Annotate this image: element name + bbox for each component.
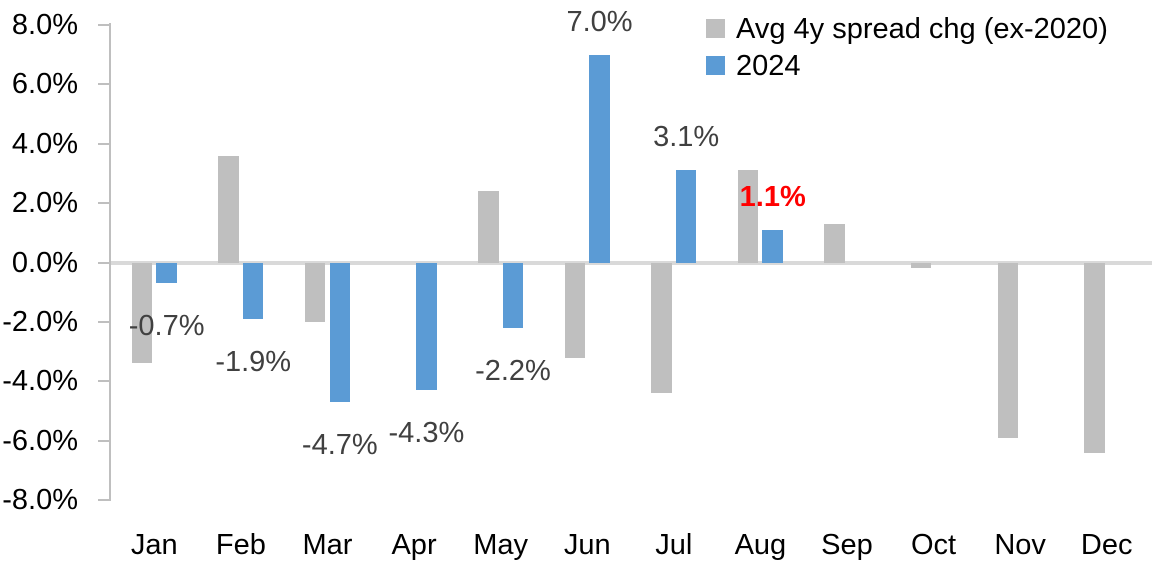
y-axis-tick <box>98 142 110 145</box>
bar-may-avg-4y <box>478 191 499 263</box>
x-axis-label-sep: Sep <box>821 529 873 561</box>
bar-aug-avg-4y <box>737 170 759 263</box>
x-axis-label-feb: Feb <box>215 529 266 561</box>
x-axis-label-may: May <box>473 529 529 561</box>
y-axis-tick-label: 4.0% <box>11 127 78 160</box>
data-label-may: -2.2% <box>475 354 551 387</box>
bar-dec-avg-4y <box>1084 262 1105 453</box>
legend-swatch-avg-4y-spread-icon <box>706 19 725 38</box>
bar-nov-avg-4y <box>997 262 1019 438</box>
bar-jul-avg-4y <box>651 262 672 394</box>
y-axis-tick-label: 6.0% <box>11 68 78 101</box>
y-axis-tick <box>98 499 110 501</box>
bar-aug-2024 <box>762 229 783 263</box>
y-axis-tick-label: 2.0% <box>11 187 78 220</box>
y-axis-tick <box>98 83 110 86</box>
data-label-jan: -0.7% <box>128 310 205 343</box>
bar-sep-avg-4y <box>824 223 845 263</box>
bar-may-2024 <box>502 262 524 328</box>
bar-jun-2024 <box>589 54 610 263</box>
y-axis-tick-label: -4.0% <box>2 365 78 398</box>
x-axis-label-jul: Jul <box>655 529 693 561</box>
y-axis-line <box>109 23 111 501</box>
y-axis-tick <box>98 261 110 264</box>
bar-mar-2024 <box>329 262 351 403</box>
x-axis-label-oct: Oct <box>910 529 957 561</box>
y-axis-tick-label: -2.0% <box>2 305 78 338</box>
data-label-aug: 1.1% <box>739 180 806 213</box>
y-axis-tick <box>98 24 110 26</box>
bar-feb-2024 <box>242 262 264 319</box>
legend-label-avg-4y-spread: Avg 4y spread chg (ex-2020) <box>736 12 1108 45</box>
y-axis-tick <box>98 320 110 323</box>
y-axis-tick-label: 8.0% <box>11 9 78 41</box>
data-label-feb: -1.9% <box>215 345 292 378</box>
x-axis-label-apr: Apr <box>391 529 437 561</box>
data-label-mar: -4.7% <box>301 429 378 462</box>
x-axis-label-aug: Aug <box>734 529 787 561</box>
zero-gridline <box>111 260 1152 265</box>
y-axis-tick-label: -8.0% <box>2 484 78 516</box>
y-axis-tick-label: -6.0% <box>2 424 78 457</box>
data-label-jun: 7.0% <box>566 5 633 38</box>
y-axis-tick <box>98 380 110 383</box>
bar-jan-avg-4y <box>131 262 153 364</box>
legend-label-2024: 2024 <box>736 49 801 82</box>
data-label-jul: 3.1% <box>653 121 720 154</box>
legend-item-2024: 2024 <box>706 47 1108 84</box>
legend-swatch-2024-icon <box>706 56 725 75</box>
y-axis-tick <box>98 439 110 442</box>
bar-feb-avg-4y <box>218 155 239 263</box>
data-label-apr: -4.3% <box>388 417 465 450</box>
bar-jul-2024 <box>675 170 697 263</box>
x-axis-label-mar: Mar <box>302 529 353 561</box>
legend: Avg 4y spread chg (ex-2020) 2024 <box>706 10 1108 84</box>
bar-mar-avg-4y <box>304 262 326 322</box>
bar-jan-2024 <box>156 262 177 284</box>
bar-apr-2024 <box>416 262 437 391</box>
legend-item-avg-4y-spread: Avg 4y spread chg (ex-2020) <box>706 10 1108 47</box>
y-axis-tick <box>98 202 110 205</box>
y-axis-tick-label: 0.0% <box>11 246 78 279</box>
bar-oct-avg-4y <box>910 262 932 269</box>
x-axis-label-dec: Dec <box>1080 529 1133 561</box>
x-axis-label-jun: Jun <box>563 529 611 561</box>
x-axis-label-nov: Nov <box>994 529 1046 561</box>
bar-jun-avg-4y <box>564 262 586 358</box>
x-axis-label-jan: Jan <box>130 529 178 561</box>
